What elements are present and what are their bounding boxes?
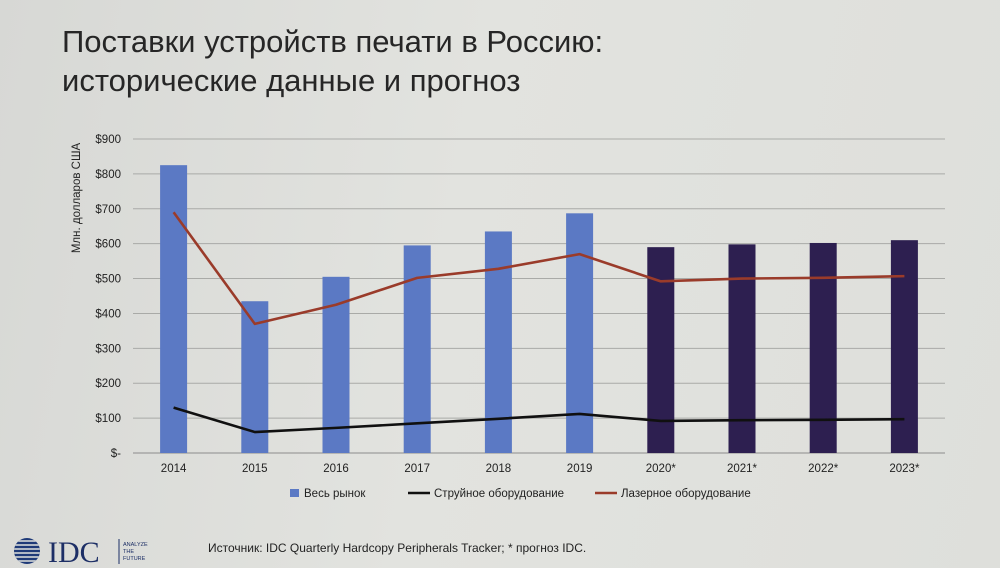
x-tick-label: 2014 <box>161 463 187 475</box>
y-tick-label: $500 <box>95 274 121 286</box>
y-tick-label: $600 <box>95 239 121 251</box>
bar <box>890 240 918 453</box>
y-tick-label: $- <box>111 448 121 460</box>
x-axis-ticks: 2014 2015 2016 2017 2018 2019 2020* 2021* 2022* 2… <box>161 463 920 475</box>
series-line <box>172 211 905 326</box>
title-line-2: исторические данные и прогноз <box>62 63 521 98</box>
bar <box>728 244 756 453</box>
y-tick-label: $700 <box>95 204 121 216</box>
legend-label: Весь рынок <box>304 488 366 500</box>
legend-swatch <box>290 489 299 497</box>
gridlines <box>133 138 945 454</box>
source-note: Источник: IDC Quarterly Hardcopy Periphe… <box>208 541 587 555</box>
title-line-1: Поставки устройств печати в Россию: <box>62 24 604 59</box>
bars <box>160 165 918 453</box>
logo-tagline-1: ANALYZE <box>123 542 148 548</box>
x-tick-label: 2016 <box>323 463 349 475</box>
idc-logo: IDC ANALYZE THE FUTURE <box>14 536 148 568</box>
x-tick-label: 2022* <box>808 463 839 475</box>
logo-tagline-2: THE <box>123 549 134 555</box>
x-tick-label: 2015 <box>242 463 268 475</box>
legend-label: Струйное оборудование <box>434 488 564 500</box>
y-axis-ticks: $- $100 $200 $300 $400 $500 $600 $700 $800 $900 <box>95 134 121 460</box>
x-tick-label: 2018 <box>486 463 512 475</box>
series-line <box>173 406 905 434</box>
bar <box>241 301 269 453</box>
globe-icon <box>14 538 40 564</box>
x-tick-label: 2021* <box>727 463 758 475</box>
y-tick-label: $300 <box>95 343 121 355</box>
series-lines <box>172 211 905 434</box>
y-tick-label: $900 <box>95 134 121 146</box>
y-tick-label: $800 <box>95 169 121 181</box>
x-tick-label: 2020* <box>646 463 677 475</box>
y-tick-label: $400 <box>95 308 121 320</box>
y-axis-label: Млн. долларов США <box>71 143 83 254</box>
slide-title: Поставки устройств печати в Россию: исто… <box>62 22 603 100</box>
y-tick-label: $100 <box>95 413 121 425</box>
x-tick-label: 2019 <box>567 463 593 475</box>
x-tick-label: 2017 <box>404 463 430 475</box>
bar <box>809 242 837 453</box>
bar <box>566 213 594 453</box>
y-tick-label: $200 <box>95 378 121 390</box>
legend: Весь рынок Струйное оборудование Лазерное … <box>290 488 751 500</box>
logo-tagline-3: FUTURE <box>123 556 146 562</box>
x-tick-label: 2023* <box>889 463 920 475</box>
logo-text: IDC <box>48 536 100 568</box>
legend-label: Лазерное оборудование <box>621 488 751 500</box>
